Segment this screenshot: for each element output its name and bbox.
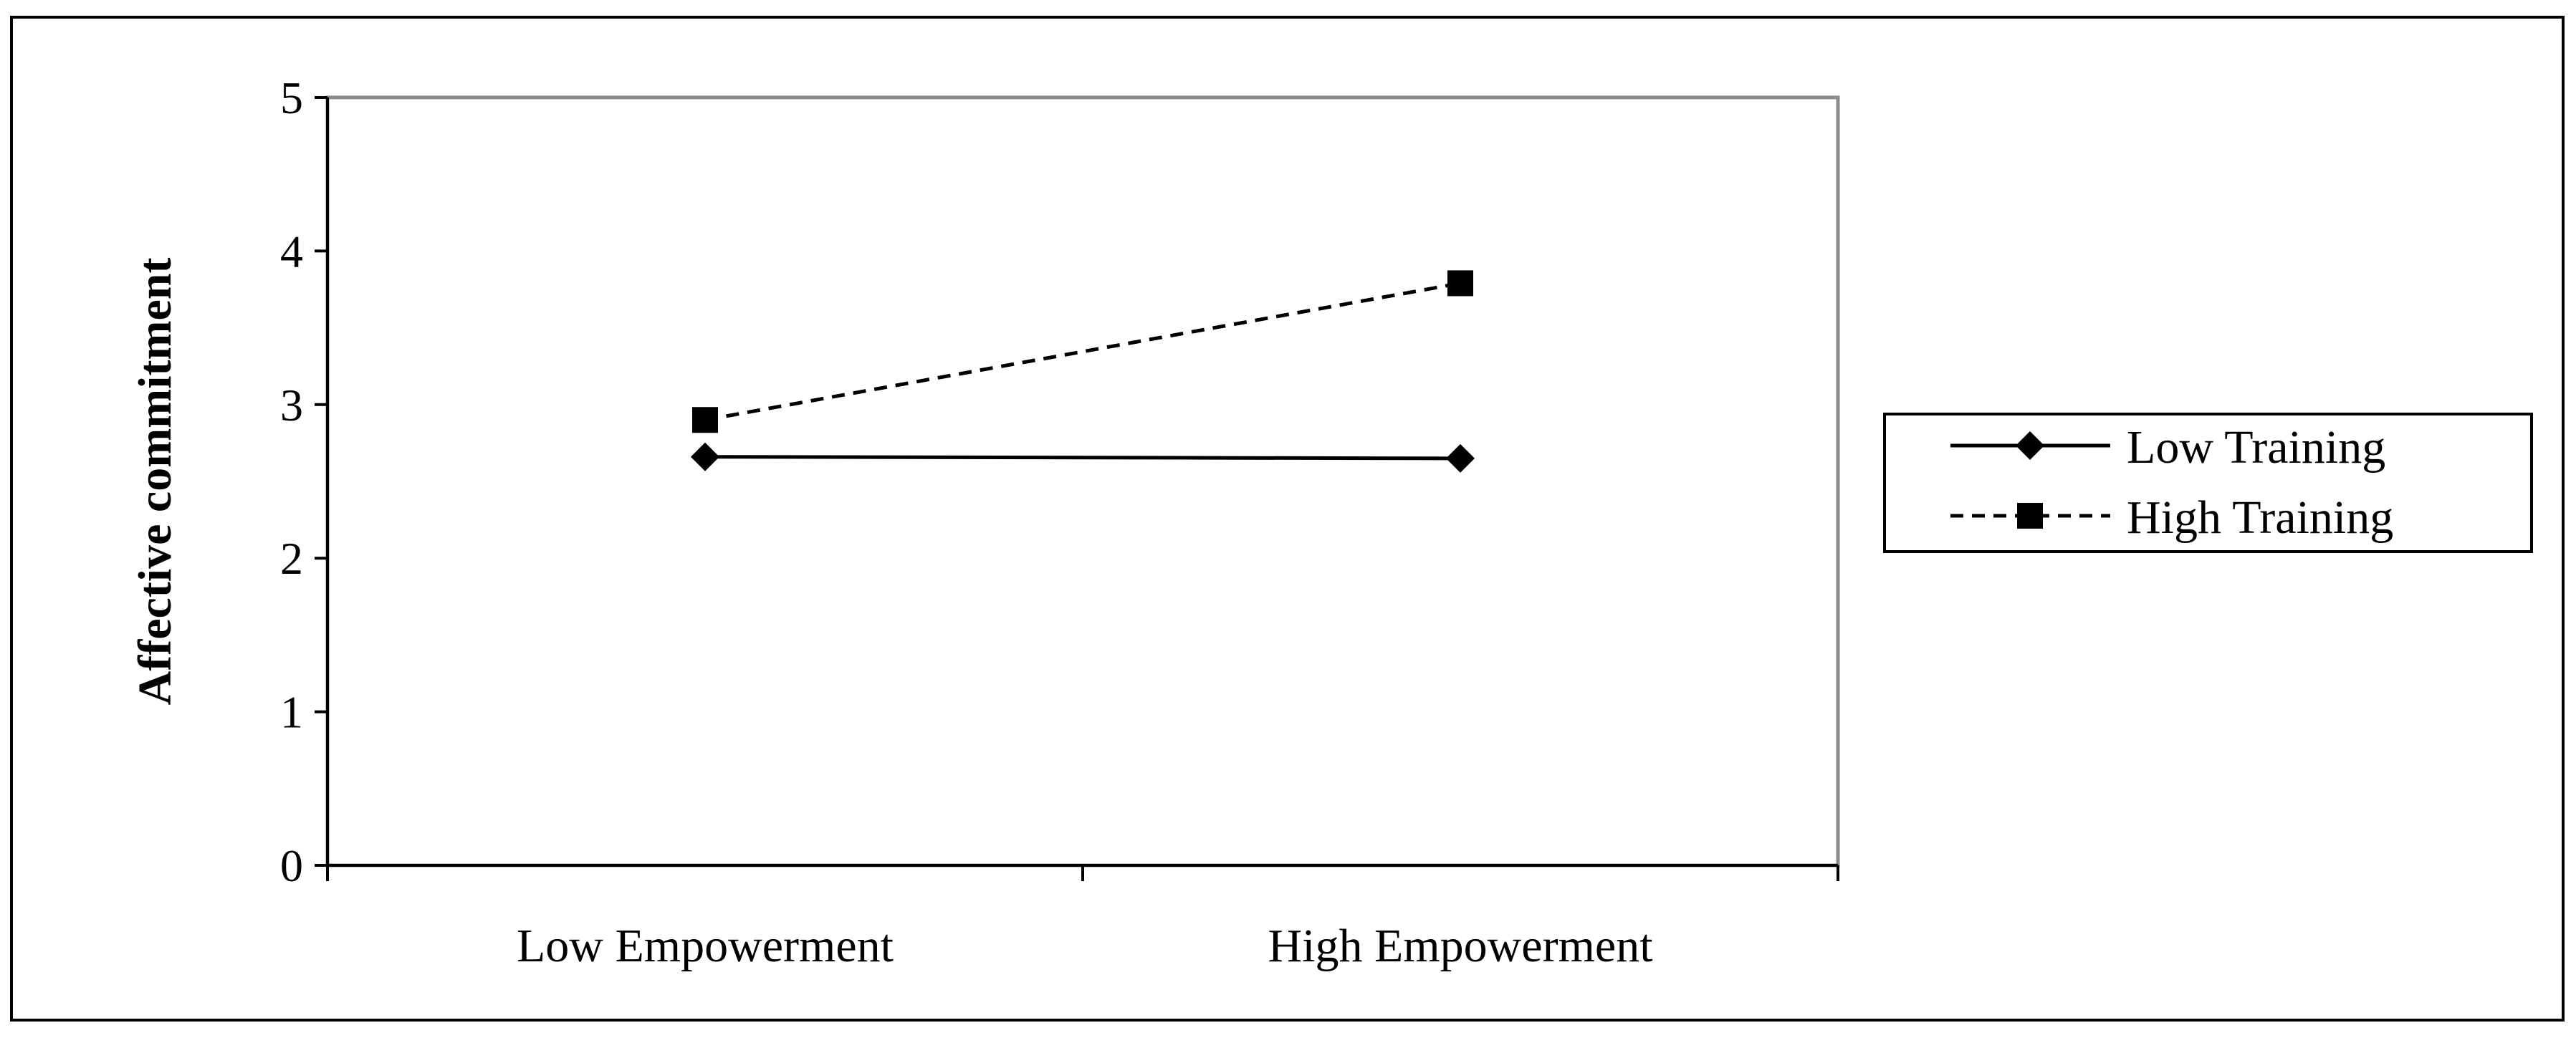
x-tick-label: High Empowerment [1268, 920, 1652, 972]
data-point-diamond [691, 442, 719, 471]
y-tick-label: 5 [280, 72, 303, 123]
data-point-square [1447, 270, 1473, 297]
x-ticks: Low Empowerment High Empowerment [326, 865, 1839, 972]
legend-box [1883, 413, 2533, 553]
y-axis-label: Affective commitment [129, 258, 181, 706]
data-point-diamond [1446, 443, 1475, 473]
legend-square-marker [2017, 503, 2043, 529]
data-point-square [692, 407, 718, 433]
legend-label-low-training: Low Training [2127, 421, 2385, 474]
y-tick-label: 2 [280, 533, 303, 584]
y-tick-label: 4 [280, 226, 303, 277]
y-tick-label: 1 [280, 687, 303, 738]
legend: Low Training High Training [1883, 413, 2533, 553]
y-tick-label: 3 [280, 380, 303, 431]
legend-item-low-training: Low Training [1950, 421, 2385, 474]
plot-area [325, 95, 1840, 868]
series-layer [691, 270, 1475, 473]
legend-item-high-training: High Training [1950, 491, 2393, 544]
y-tick-label: 0 [280, 840, 303, 891]
legend-label-high-training: High Training [2127, 491, 2393, 544]
y-ticks: 0 1 2 3 4 5 [280, 72, 327, 891]
x-tick-label: Low Empowerment [517, 920, 894, 972]
series-line-low-training [704, 455, 1461, 461]
legend-diamond-marker [2016, 431, 2044, 460]
